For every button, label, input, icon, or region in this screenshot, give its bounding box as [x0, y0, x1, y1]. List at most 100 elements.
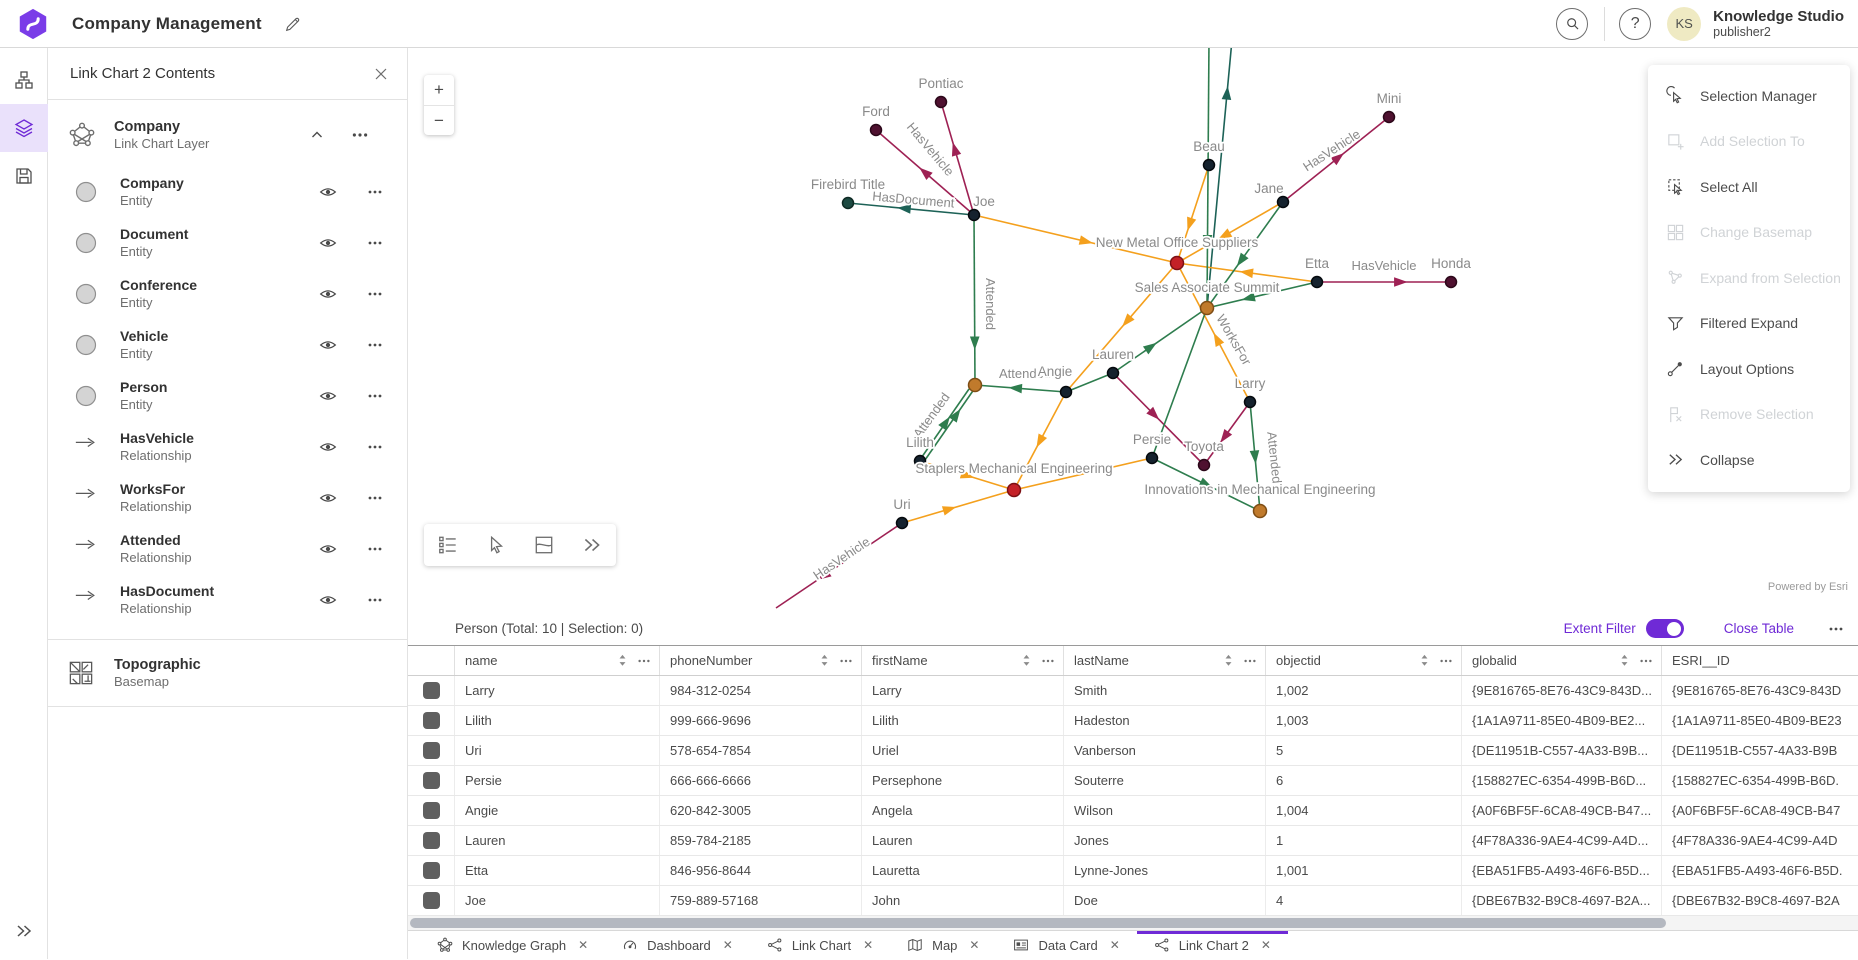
column-header-ESRI__ID[interactable]: ESRI__ID: [1662, 646, 1858, 675]
column-options-icon[interactable]: [1439, 654, 1453, 668]
data-model-icon[interactable]: [0, 56, 48, 104]
visibility-eye-icon[interactable]: [319, 234, 337, 252]
column-options-icon[interactable]: [1243, 654, 1257, 668]
item-options-icon[interactable]: [367, 184, 383, 200]
graph-node-conference[interactable]: [969, 379, 982, 392]
graph-node-vehicle-honda[interactable]: [1446, 277, 1457, 288]
tab-link-chart[interactable]: Link Chart✕: [750, 931, 890, 960]
column-header-firstName[interactable]: firstName: [862, 646, 1064, 675]
column-options-icon[interactable]: [637, 654, 651, 668]
row-checkbox[interactable]: [423, 772, 440, 789]
search-icon[interactable]: [1556, 8, 1588, 40]
graph-node-person-beau[interactable]: [1204, 160, 1215, 171]
menu-item-add-selection-to[interactable]: Add Selection To: [1648, 119, 1850, 165]
tab-knowledge-graph[interactable]: Knowledge Graph✕: [420, 931, 605, 960]
graph-node-person-uri[interactable]: [897, 518, 908, 529]
layers-icon[interactable]: [0, 104, 48, 152]
graph-node-vehicle-toyota[interactable]: [1199, 460, 1210, 471]
visibility-eye-icon[interactable]: [319, 387, 337, 405]
column-options-icon[interactable]: [1041, 654, 1055, 668]
close-table-button[interactable]: Close Table: [1724, 621, 1794, 636]
close-panel-icon[interactable]: [373, 66, 389, 82]
visibility-eye-icon[interactable]: [319, 591, 337, 609]
graph-node-conference-sales-associate-summit[interactable]: [1201, 302, 1214, 315]
column-header-globalid[interactable]: globalid: [1462, 646, 1662, 675]
edit-title-icon[interactable]: [284, 15, 302, 33]
graph-node-vehicle-pontiac[interactable]: [936, 97, 947, 108]
user-block[interactable]: Knowledge Studio publisher2: [1713, 8, 1844, 40]
menu-item-change-basemap[interactable]: Change Basemap: [1648, 210, 1850, 256]
graph-node-conference-innovations-in-mechanical-engineering[interactable]: [1254, 505, 1267, 518]
graph-node-vehicle-ford[interactable]: [871, 125, 882, 136]
basemap-row[interactable]: Topographic Basemap: [48, 639, 407, 707]
menu-item-remove-selection[interactable]: Remove Selection: [1648, 392, 1850, 438]
graph-node-person-etta[interactable]: [1312, 277, 1323, 288]
row-checkbox[interactable]: [423, 862, 440, 879]
scrollbar-thumb[interactable]: [410, 918, 1666, 928]
avatar[interactable]: KS: [1667, 7, 1701, 41]
graph-node-person-joe[interactable]: [969, 210, 980, 221]
horizontal-scrollbar[interactable]: [408, 916, 1858, 930]
row-checkbox[interactable]: [423, 712, 440, 729]
row-checkbox[interactable]: [423, 892, 440, 909]
graph-node-person-jane[interactable]: [1278, 197, 1289, 208]
lasso-select-icon[interactable]: [533, 534, 555, 556]
row-checkbox[interactable]: [423, 682, 440, 699]
extent-filter-toggle[interactable]: [1646, 619, 1684, 638]
layer-options-icon[interactable]: [351, 126, 369, 144]
tab-link-chart-2[interactable]: Link Chart 2✕: [1137, 931, 1288, 960]
visibility-eye-icon[interactable]: [319, 489, 337, 507]
sort-icon[interactable]: [1022, 654, 1031, 667]
tab-close-icon[interactable]: ✕: [723, 938, 733, 952]
graph-node-person-angie[interactable]: [1061, 387, 1072, 398]
select-cursor-icon[interactable]: [485, 534, 507, 556]
menu-item-collapse[interactable]: Collapse: [1648, 437, 1850, 483]
tab-map[interactable]: Map✕: [890, 931, 996, 960]
visibility-eye-icon[interactable]: [319, 540, 337, 558]
sort-icon[interactable]: [618, 654, 627, 667]
column-options-icon[interactable]: [1639, 654, 1653, 668]
visibility-eye-icon[interactable]: [319, 183, 337, 201]
tab-close-icon[interactable]: ✕: [969, 938, 979, 952]
legend-list-icon[interactable]: [437, 534, 459, 556]
column-header-phoneNumber[interactable]: phoneNumber: [660, 646, 862, 675]
tab-close-icon[interactable]: ✕: [578, 938, 588, 952]
row-checkbox[interactable]: [423, 802, 440, 819]
menu-item-filtered-expand[interactable]: Filtered Expand: [1648, 301, 1850, 347]
menu-item-selection-manager[interactable]: Selection Manager: [1648, 73, 1850, 119]
item-options-icon[interactable]: [367, 235, 383, 251]
tab-close-icon[interactable]: ✕: [1110, 938, 1120, 952]
visibility-eye-icon[interactable]: [319, 336, 337, 354]
select-all-column-header[interactable]: [408, 646, 455, 675]
item-options-icon[interactable]: [367, 388, 383, 404]
menu-item-select-all[interactable]: Select All: [1648, 164, 1850, 210]
item-options-icon[interactable]: [367, 490, 383, 506]
menu-item-layout-options[interactable]: Layout Options: [1648, 346, 1850, 392]
item-options-icon[interactable]: [367, 439, 383, 455]
save-icon[interactable]: [0, 152, 48, 200]
item-options-icon[interactable]: [367, 592, 383, 608]
menu-item-expand-from-selection[interactable]: Expand from Selection: [1648, 255, 1850, 301]
graph-node-company-new-metal-office-suppliers[interactable]: [1171, 257, 1184, 270]
tab-data-card[interactable]: Data Card✕: [996, 931, 1136, 960]
help-icon[interactable]: ?: [1619, 8, 1651, 40]
zoom-in-button[interactable]: +: [424, 75, 454, 105]
item-options-icon[interactable]: [367, 286, 383, 302]
sort-icon[interactable]: [820, 654, 829, 667]
row-checkbox[interactable]: [423, 742, 440, 759]
sort-icon[interactable]: [1420, 654, 1429, 667]
column-header-lastName[interactable]: lastName: [1064, 646, 1266, 675]
graph-node-person-lauren[interactable]: [1108, 368, 1119, 379]
column-header-name[interactable]: name: [455, 646, 660, 675]
more-tools-icon[interactable]: [581, 534, 603, 556]
graph-node-document-firebird-title[interactable]: [843, 198, 854, 209]
